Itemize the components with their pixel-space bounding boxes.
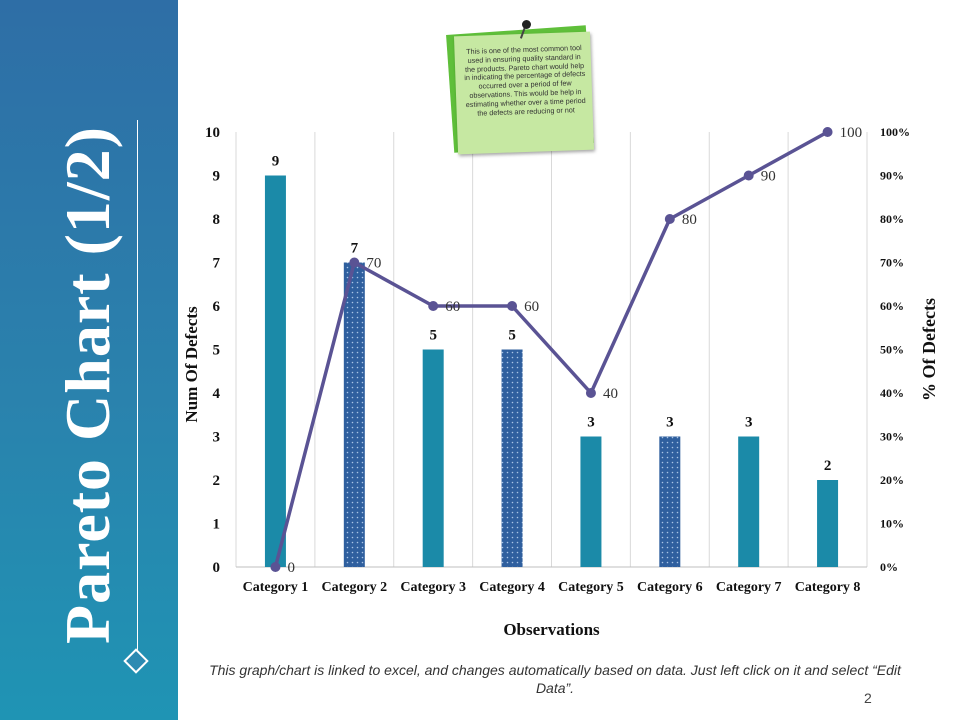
x-tick-label: Category 4 [479,580,545,595]
line-point [270,562,281,572]
line-data-label: 90 [761,169,776,185]
line-data-label: 70 [366,256,381,272]
line-series [270,127,833,572]
page-number: 2 [864,690,872,706]
y-tick-label: 4 [213,386,221,402]
line-point [664,214,675,224]
line-data-label: 40 [603,386,618,402]
y2-tick-label: 80% [880,212,904,226]
y2-tick-label: 30% [880,430,904,444]
y2-axis-title: % Of Defects [919,298,939,401]
bar-data-label: 3 [745,415,753,431]
y-tick-label: 0 [213,560,221,576]
y2-tick-label: 0% [880,560,898,574]
y-tick-label: 7 [213,256,221,272]
bar [264,175,286,567]
y2-tick-label: 20% [880,473,904,487]
bar-data-label: 7 [351,241,359,257]
bar [343,262,365,567]
footer-note: This graph/chart is linked to excel, and… [209,662,901,696]
y-axis-title: Num Of Defects [182,306,201,423]
bar [738,436,760,567]
x-tick-label: Category 8 [795,580,861,595]
bar-data-label: 3 [587,415,595,431]
x-tick-label: Category 5 [558,580,624,595]
bar [817,480,839,567]
line-data-label: 0 [287,560,295,576]
y2-tick-label: 50% [880,343,904,357]
line-point [428,301,439,311]
y2-tick-label: 70% [880,256,904,270]
y-tick-label: 5 [213,343,221,359]
bar-data-label: 3 [666,415,674,431]
bar-data-label: 9 [272,154,280,170]
line-data-label: 60 [524,299,539,315]
percent-line [273,130,829,568]
bar-series [264,175,839,567]
sticky-note: This is one of the most common tool used… [446,25,600,155]
bar [659,436,681,567]
y-tick-label: 2 [213,473,221,489]
y-tick-label: 3 [213,430,221,446]
y2-tick-label: 90% [880,169,904,183]
bar [501,349,523,567]
y-tick-label: 1 [213,517,221,533]
bar [580,436,602,567]
sticky-note-text: This is one of the most common tool used… [464,43,586,118]
y2-tick-label: 10% [880,517,904,531]
y-tick-label: 8 [213,212,221,228]
line-point [585,388,596,398]
line-point [822,127,833,137]
y2-tick-label: 40% [880,386,904,400]
sidebar-divider-line [137,120,138,650]
x-tick-label: Category 1 [243,580,309,595]
bar [422,349,444,567]
sidebar-band: Pareto Chart (1/2) [0,0,178,720]
line-point [507,301,518,311]
bar-data-label: 5 [508,328,516,344]
pin-icon [522,20,531,29]
y-tick-label: 6 [213,299,221,315]
bar-data-label: 5 [429,328,437,344]
line-point [349,257,360,268]
y-tick-label: 10 [205,125,220,141]
y2-tick-label: 100% [880,125,910,139]
x-tick-label: Category 2 [321,580,387,595]
bar-data-label: 2 [824,458,832,474]
x-tick-label: Category 3 [400,580,466,595]
x-tick-label: Category 7 [716,580,782,595]
x-axis-title: Observations [503,620,600,639]
chart-labels: 0123456789100%10%20%30%40%50%60%70%80%90… [182,125,939,639]
line-point [743,170,754,181]
line-data-label: 100 [840,125,863,141]
line-data-label: 60 [445,299,460,315]
y2-tick-label: 60% [880,299,904,313]
x-tick-label: Category 6 [637,580,703,595]
chart-gridlines [235,132,868,568]
y-tick-label: 9 [213,169,221,185]
line-data-label: 80 [682,212,697,228]
